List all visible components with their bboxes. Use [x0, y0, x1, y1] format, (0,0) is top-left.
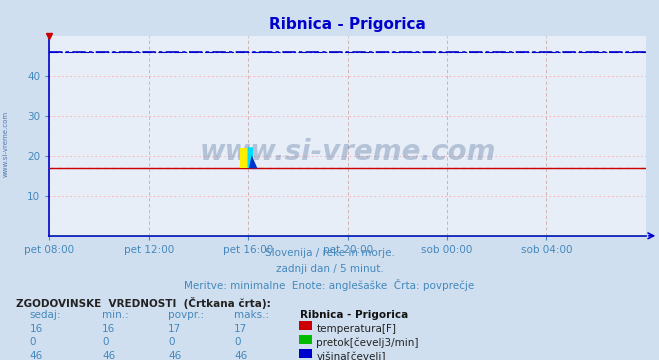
Text: višina[čevelj]: višina[čevelj]	[316, 351, 386, 360]
Text: pretok[čevelj3/min]: pretok[čevelj3/min]	[316, 337, 419, 348]
Text: temperatura[F]: temperatura[F]	[316, 324, 396, 334]
Text: zadnji dan / 5 minut.: zadnji dan / 5 minut.	[275, 264, 384, 274]
Title: Ribnica - Prigorica: Ribnica - Prigorica	[269, 17, 426, 32]
Text: 16: 16	[102, 324, 115, 334]
Text: www.si-vreme.com: www.si-vreme.com	[2, 111, 9, 177]
Text: 46: 46	[168, 351, 181, 360]
Text: 0: 0	[102, 337, 109, 347]
Text: ZGODOVINSKE  VREDNOSTI  (Črtkana črta):: ZGODOVINSKE VREDNOSTI (Črtkana črta):	[16, 297, 272, 309]
Text: www.si-vreme.com: www.si-vreme.com	[200, 138, 496, 166]
Text: povpr.:: povpr.:	[168, 310, 204, 320]
Text: 0: 0	[234, 337, 241, 347]
Text: 17: 17	[234, 324, 247, 334]
Polygon shape	[248, 148, 252, 168]
Text: Ribnica - Prigorica: Ribnica - Prigorica	[300, 310, 408, 320]
Text: 0: 0	[168, 337, 175, 347]
Text: Slovenija / reke in morje.: Slovenija / reke in morje.	[264, 248, 395, 258]
Text: 16: 16	[30, 324, 43, 334]
Text: sedaj:: sedaj:	[30, 310, 61, 320]
Text: 46: 46	[102, 351, 115, 360]
Text: 46: 46	[234, 351, 247, 360]
Text: 46: 46	[30, 351, 43, 360]
Text: Meritve: minimalne  Enote: anglešaške  Črta: povprečje: Meritve: minimalne Enote: anglešaške Črt…	[185, 279, 474, 291]
Text: 17: 17	[168, 324, 181, 334]
Text: 0: 0	[30, 337, 36, 347]
Text: maks.:: maks.:	[234, 310, 269, 320]
Text: min.:: min.:	[102, 310, 129, 320]
